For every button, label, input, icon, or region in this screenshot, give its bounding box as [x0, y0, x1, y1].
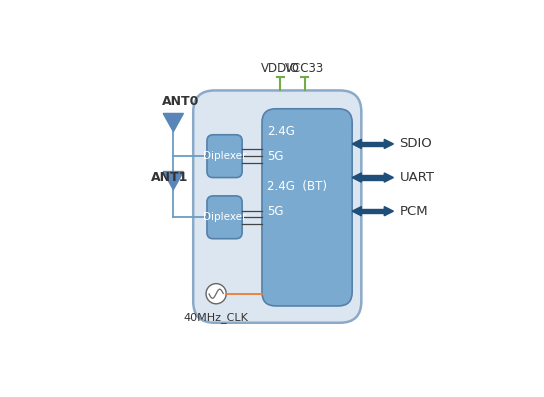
Text: Diplexer: Diplexer [203, 212, 246, 222]
Polygon shape [384, 139, 393, 148]
Polygon shape [361, 175, 384, 180]
Polygon shape [163, 172, 183, 190]
FancyBboxPatch shape [193, 91, 361, 323]
Polygon shape [384, 206, 393, 216]
Text: VCC33: VCC33 [285, 62, 324, 75]
Text: UART: UART [399, 171, 435, 184]
Polygon shape [352, 139, 361, 148]
Text: 2.4G: 2.4G [267, 125, 295, 138]
Text: 5G: 5G [267, 150, 283, 163]
Polygon shape [361, 209, 384, 214]
Polygon shape [163, 114, 183, 132]
Text: ANT0: ANT0 [162, 94, 200, 108]
FancyBboxPatch shape [207, 135, 242, 177]
Polygon shape [352, 173, 361, 182]
Text: Diplexer: Diplexer [203, 151, 246, 161]
Polygon shape [384, 173, 393, 182]
Text: ANT1: ANT1 [151, 171, 188, 184]
FancyBboxPatch shape [207, 196, 242, 239]
Circle shape [206, 283, 226, 304]
Text: 2.4G  (BT): 2.4G (BT) [267, 180, 327, 193]
FancyBboxPatch shape [262, 109, 352, 306]
Text: SDIO: SDIO [399, 137, 432, 150]
Text: 40MHz_CLK: 40MHz_CLK [184, 312, 249, 323]
Text: VDDIO: VDDIO [261, 62, 300, 75]
Text: PCM: PCM [399, 205, 428, 218]
Polygon shape [352, 206, 361, 216]
Text: 5G: 5G [267, 205, 283, 218]
Polygon shape [361, 142, 384, 146]
